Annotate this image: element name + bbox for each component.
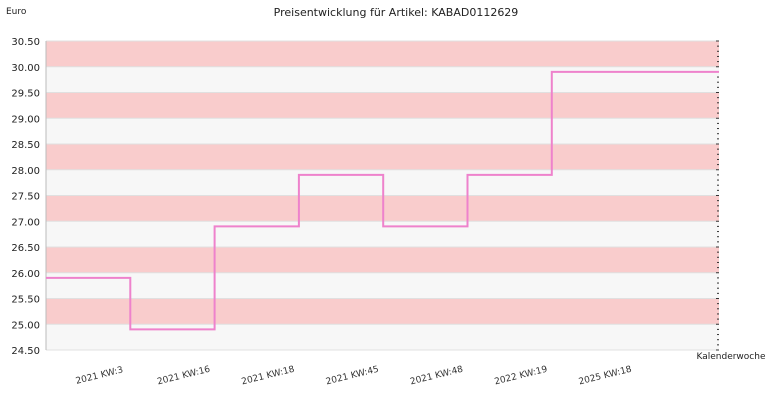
y-tick-label: 26.00 — [11, 269, 40, 280]
y-tick-label: 28.00 — [11, 166, 40, 177]
x-tick-label: 2022 KW:19 — [494, 365, 549, 388]
y-tick-label: 26.50 — [11, 243, 40, 254]
y-tick-label: 29.50 — [11, 89, 40, 100]
x-tick-label: 2021 KW:18 — [241, 365, 296, 388]
x-tick-label: 2021 KW:3 — [75, 365, 124, 386]
band-7 — [46, 144, 719, 170]
x-tick-label: 2021 KW:48 — [409, 365, 464, 388]
band-1 — [46, 298, 719, 325]
y-tick-label: 29.00 — [11, 114, 40, 125]
band-0 — [46, 324, 719, 350]
y-tick-labels: 24.50 25.00 25.50 26.00 26.50 27.00 27.50 28.00… — [11, 37, 40, 357]
x-tick-label: 2021 KW:45 — [325, 365, 380, 388]
right-axis-ticks — [716, 40, 719, 351]
y-tick-label: 30.50 — [11, 37, 40, 48]
x-axis-label: Kalenderwoche — [696, 352, 765, 362]
y-tick-label: 28.50 — [11, 140, 40, 151]
y-tick-label: 24.50 — [11, 346, 40, 357]
band-9 — [46, 92, 719, 119]
chart-title: Preisentwicklung für Artikel: KABAD01126… — [274, 6, 519, 19]
band-3 — [46, 247, 719, 273]
grid-lines — [46, 40, 719, 351]
band-11 — [46, 41, 719, 67]
y-tick-label: 30.00 — [11, 63, 40, 74]
y-tick-label: 25.50 — [11, 295, 40, 306]
band-8 — [46, 118, 719, 144]
price-series-line — [46, 70, 719, 331]
x-tick-labels: 2021 KW:3 2021 KW:16 2021 KW:18 2021 KW:45 2… — [75, 365, 633, 388]
x-tick-label: 2025 KW:18 — [578, 365, 633, 388]
y-axis-label: Euro — [6, 7, 27, 17]
y-tick-label: 27.50 — [11, 192, 40, 203]
band-10 — [46, 66, 719, 93]
plot-background-bands — [46, 41, 719, 350]
x-tick-label: 2021 KW:16 — [156, 365, 211, 388]
band-2 — [46, 272, 719, 299]
y-tick-label: 25.00 — [11, 320, 40, 331]
y-tick-label: 27.00 — [11, 217, 40, 228]
